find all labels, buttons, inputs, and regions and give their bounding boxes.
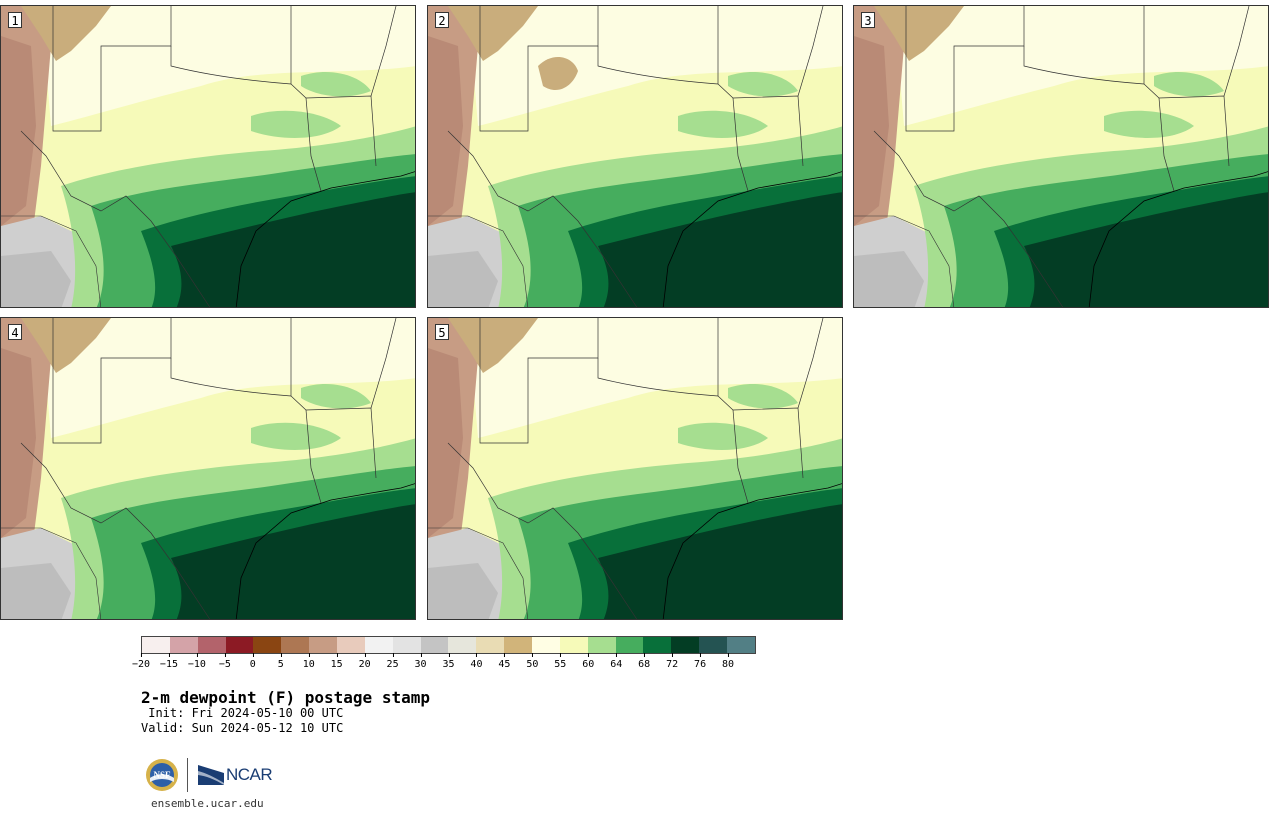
init-time: Init: Fri 2024-05-10 00 UTC <box>141 706 344 720</box>
colorbar-tick-3: −5 <box>219 653 231 670</box>
colorbar-tick-20: 76 <box>694 653 706 670</box>
colorbar-tick-7: 15 <box>331 653 343 670</box>
colorbar-swatch-9 <box>392 637 421 653</box>
colorbar-tick-10: 30 <box>415 653 427 670</box>
colorbar-swatch-11 <box>448 637 477 653</box>
colorbar-tick-12: 40 <box>470 653 482 670</box>
map-panel-3: 3 <box>853 5 1269 308</box>
colorbar-swatch-19 <box>671 637 700 653</box>
figure-title: 2-m dewpoint (F) postage stamp <box>141 688 430 707</box>
colorbar-swatch-15 <box>559 637 588 653</box>
colorbar <box>141 636 756 654</box>
colorbar-tick-16: 60 <box>582 653 594 670</box>
dewpoint-map-3 <box>854 6 1268 307</box>
panel-label-2: 2 <box>435 12 449 28</box>
colorbar-swatch-13 <box>504 637 533 653</box>
colorbar-tick-4: 0 <box>250 653 256 670</box>
colorbar-tick-18: 68 <box>638 653 650 670</box>
panel-label-5: 5 <box>435 324 449 340</box>
colorbar-tick-9: 25 <box>387 653 399 670</box>
colorbar-tick-1: −15 <box>160 653 178 670</box>
colorbar-swatch-16 <box>587 637 616 653</box>
colorbar-swatch-4 <box>253 637 282 653</box>
colorbar-tick-21: 80 <box>722 653 734 670</box>
panel-label-4: 4 <box>8 324 22 340</box>
colorbar-swatch-12 <box>476 637 505 653</box>
ncar-logo: NCAR <box>198 765 273 785</box>
colorbar-swatch-21 <box>727 637 755 653</box>
colorbar-swatch-10 <box>420 637 449 653</box>
colorbar-swatch-17 <box>615 637 644 653</box>
colorbar-swatch-0 <box>142 637 170 653</box>
colorbar-tick-5: 5 <box>278 653 284 670</box>
site-url: ensemble.ucar.edu <box>151 797 264 810</box>
colorbar-tick-19: 72 <box>666 653 678 670</box>
valid-time: Valid: Sun 2024-05-12 10 UTC <box>141 721 344 735</box>
dewpoint-map-5 <box>428 318 842 619</box>
colorbar-swatch-20 <box>699 637 728 653</box>
panel-label-1: 1 <box>8 12 22 28</box>
dewpoint-map-1 <box>1 6 415 307</box>
map-panel-4: 4 <box>0 317 416 620</box>
colorbar-tick-14: 50 <box>526 653 538 670</box>
colorbar-swatch-5 <box>281 637 310 653</box>
colorbar-swatch-7 <box>337 637 365 653</box>
logos: NSF NCAR <box>145 756 273 794</box>
colorbar-tick-17: 64 <box>610 653 622 670</box>
colorbar-swatch-18 <box>643 637 672 653</box>
colorbar-tick-8: 20 <box>359 653 371 670</box>
colorbar-swatch-14 <box>532 637 560 653</box>
colorbar-swatch-8 <box>364 637 393 653</box>
colorbar-tick-2: −10 <box>188 653 206 670</box>
colorbar-swatch-3 <box>225 637 254 653</box>
colorbar-swatch-2 <box>197 637 226 653</box>
colorbar-tick-0: −20 <box>132 653 150 670</box>
map-panel-5: 5 <box>427 317 843 620</box>
logo-separator <box>187 758 188 792</box>
colorbar-swatch-6 <box>309 637 338 653</box>
nsf-logo-text: NSF <box>153 770 171 780</box>
colorbar-tick-15: 55 <box>554 653 566 670</box>
colorbar-tick-11: 35 <box>442 653 455 670</box>
map-panel-2: 2 <box>427 5 843 308</box>
colorbar-tick-13: 45 <box>498 653 510 670</box>
panel-label-3: 3 <box>861 12 875 28</box>
colorbar-swatch-1 <box>169 637 198 653</box>
dewpoint-map-4 <box>1 318 415 619</box>
dewpoint-map-2 <box>428 6 842 307</box>
map-panel-1: 1 <box>0 5 416 308</box>
colorbar-tick-6: 10 <box>303 653 315 670</box>
ncar-logo-text: NCAR <box>226 765 273 784</box>
nsf-logo-icon: NSF <box>146 759 178 791</box>
colorbar-ticks: −20 −15 −10 −5 0 5 10 15 20 25 30 35 40 45 50 55 60 64 68 7… <box>132 653 756 674</box>
ncar-logo-icon <box>198 765 224 785</box>
